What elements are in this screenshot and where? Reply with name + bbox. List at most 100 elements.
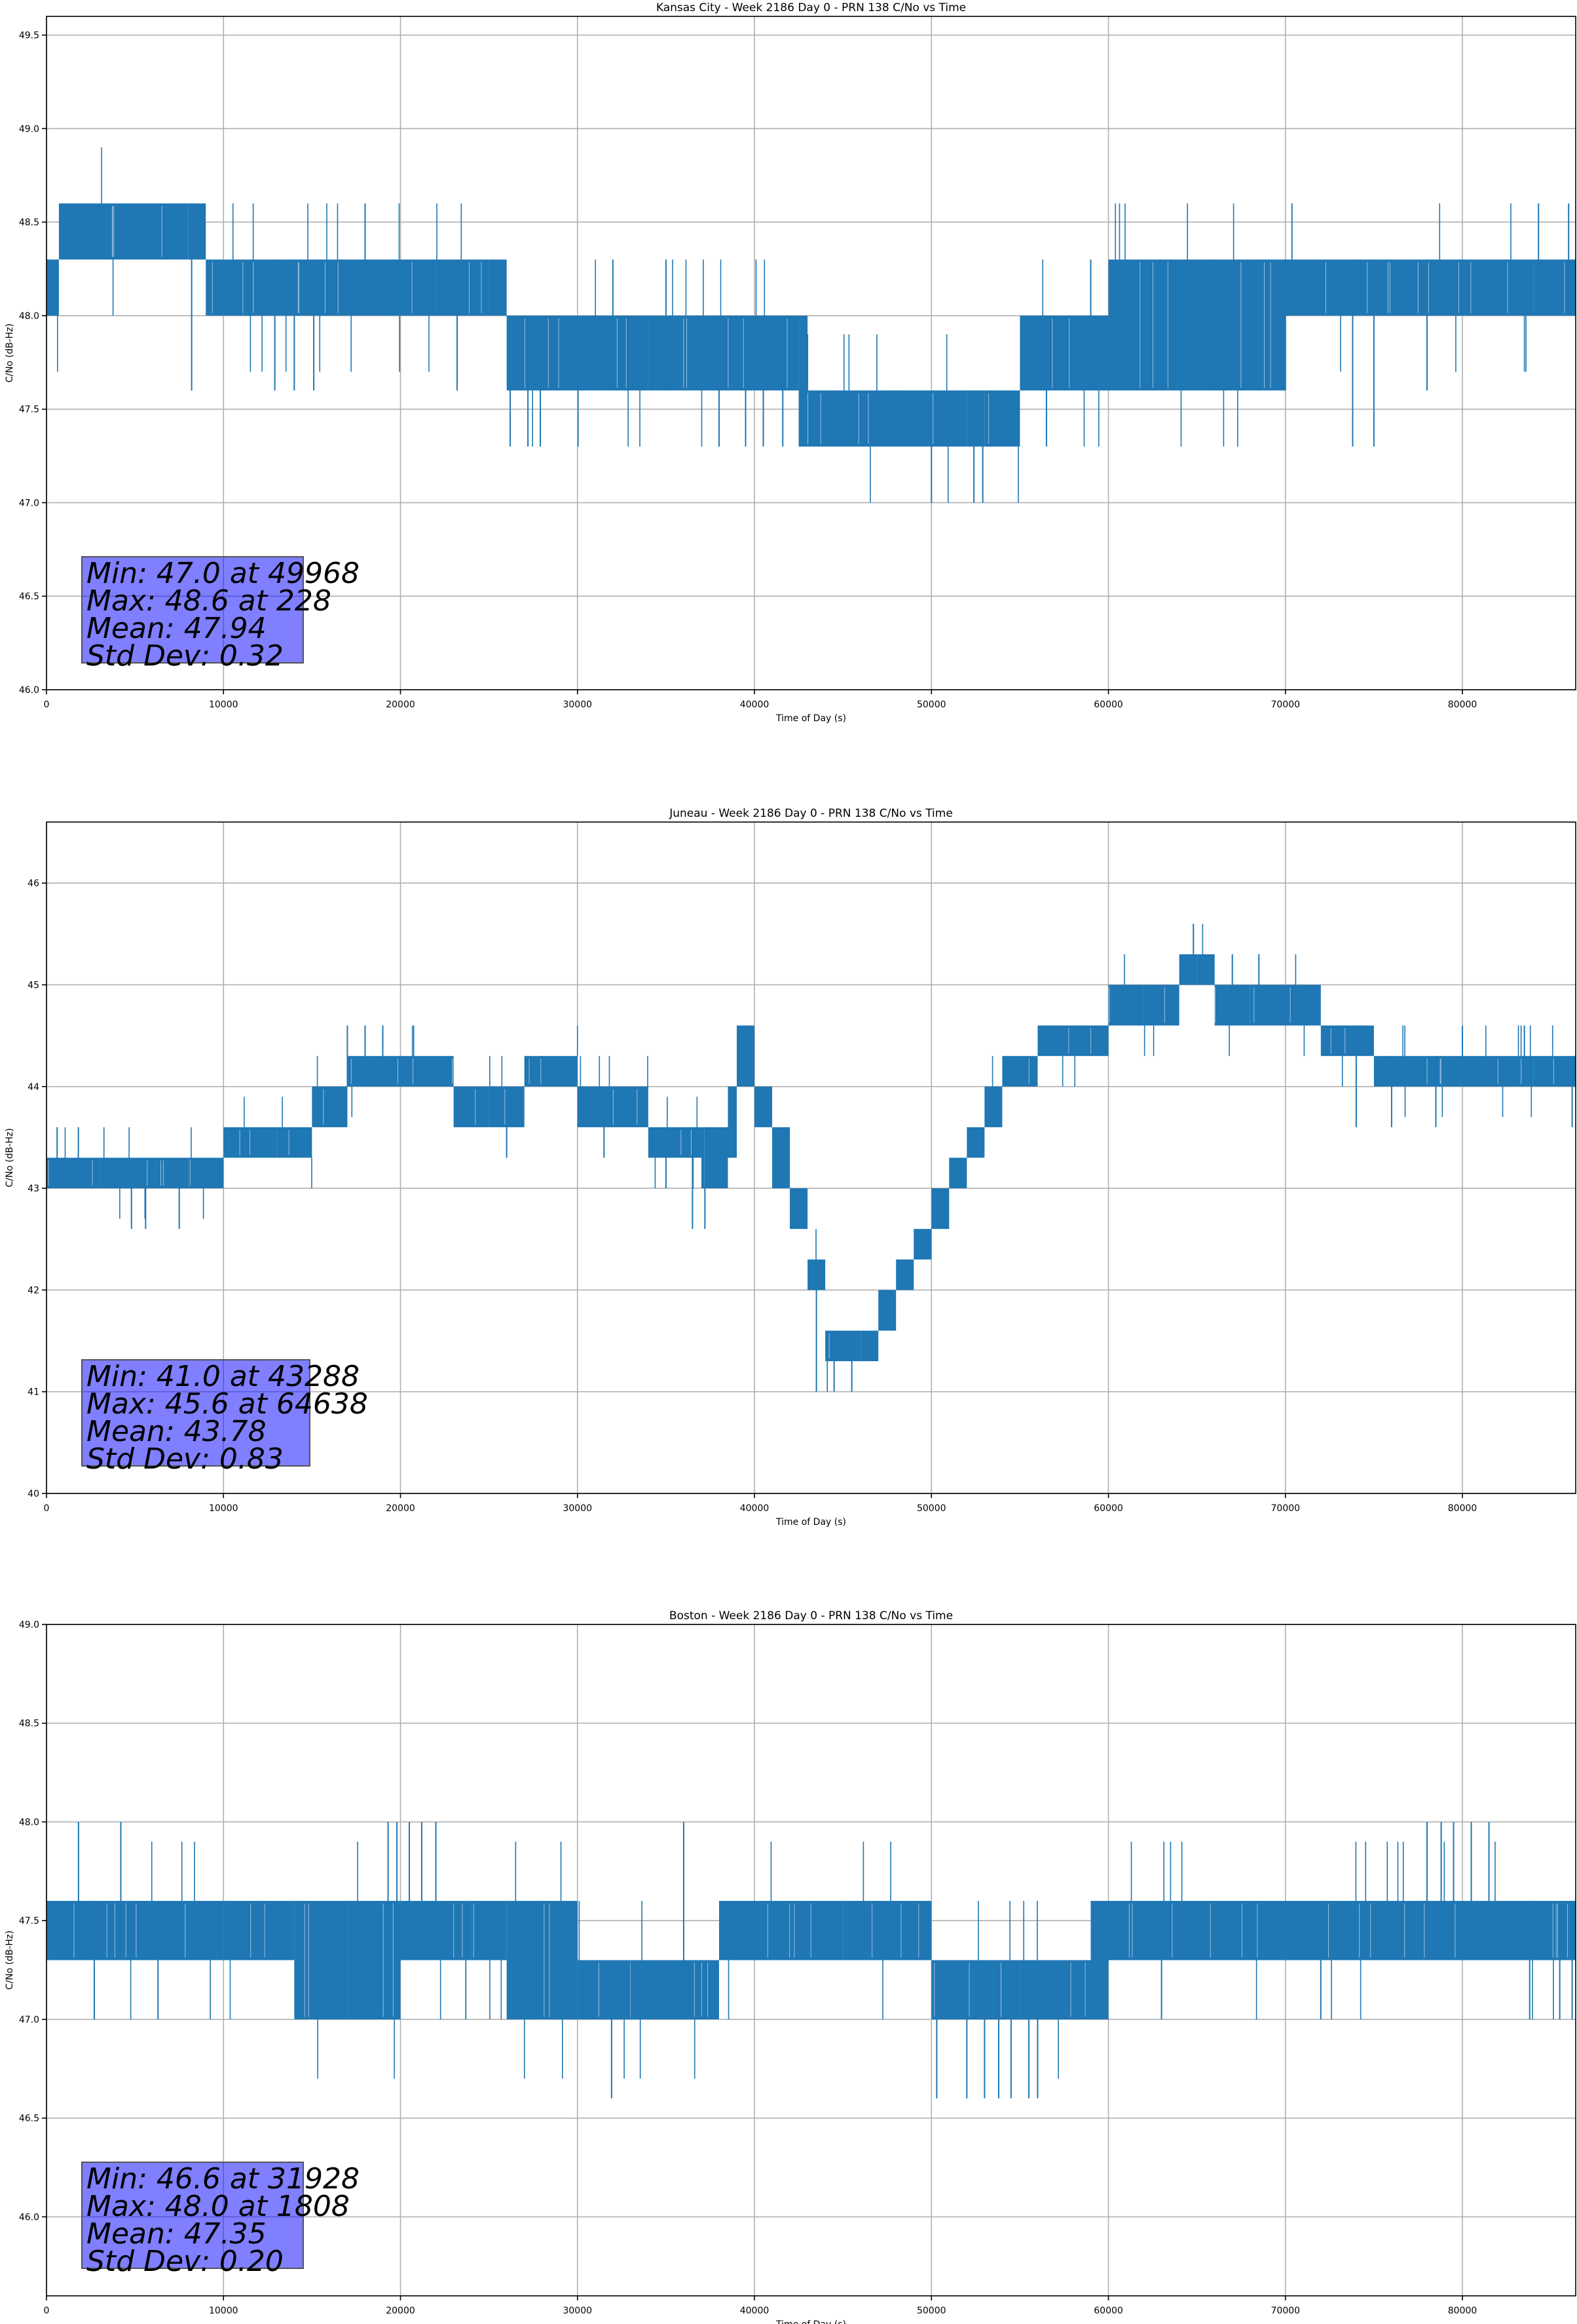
stats-box-juneau: Min: 41.0 at 43288 Max: 45.6 at 64638 Me… (81, 1359, 368, 1474)
y-tick-label: 46 (28, 878, 39, 889)
data-band (736, 1025, 755, 1087)
data-band (188, 1157, 224, 1189)
y-tick-label: 47.0 (19, 498, 39, 508)
series-c-no (46, 147, 1576, 503)
data-band (46, 259, 59, 316)
data-band (630, 1960, 719, 2019)
y-tick-label: 46.0 (19, 685, 39, 696)
data-band (1002, 1056, 1038, 1087)
data-band (58, 203, 65, 260)
x-tick-label: 10000 (209, 700, 238, 710)
data-band (1108, 259, 1286, 391)
stats-mean: Mean: 47.35 (86, 2217, 267, 2251)
data-band (772, 1127, 790, 1189)
data-band (798, 315, 808, 447)
data-band (400, 1056, 454, 1087)
x-tick-label: 60000 (1094, 700, 1123, 710)
stats-mean: Mean: 47.94 (86, 612, 267, 645)
data-band (1108, 1901, 1286, 1960)
x-tick-label: 20000 (386, 700, 415, 710)
data-band (1197, 954, 1215, 985)
data-band (931, 390, 967, 447)
y-tick-label: 45 (28, 980, 39, 990)
x-tick-label: 10000 (209, 2306, 238, 2316)
x-tick-label: 30000 (563, 1503, 592, 1514)
data-band (861, 1330, 879, 1362)
data-band (1285, 984, 1321, 1026)
y-tick-label: 48.0 (19, 1817, 39, 1827)
y-tick-label: 40 (28, 1489, 39, 1499)
x-tick-label: 60000 (1094, 1503, 1123, 1514)
y-tick-label: 47.0 (19, 2015, 39, 2025)
data-band (1037, 1025, 1073, 1057)
series-c-no (46, 1822, 1576, 2099)
data-band (807, 390, 932, 447)
x-tick-label: 20000 (386, 2306, 415, 2316)
data-band (453, 1086, 489, 1127)
data-band (1462, 1901, 1576, 1960)
y-tick-label: 49.0 (19, 1620, 39, 1630)
data-band (931, 1188, 950, 1229)
data-band (46, 1157, 100, 1189)
data-band (206, 259, 295, 316)
x-tick-label: 20000 (386, 1503, 415, 1514)
x-tick-label: 70000 (1271, 1503, 1301, 1514)
y-tick-label: 48.0 (19, 311, 39, 322)
data-band (1373, 1056, 1463, 1087)
data-band (347, 1901, 401, 2019)
data-band (1250, 984, 1286, 1026)
data-band (1533, 1056, 1576, 1087)
data-band (1108, 984, 1144, 1026)
data-band (754, 315, 799, 391)
x-axis-label: Time of Day (s) (775, 2319, 846, 2324)
data-band (790, 1188, 808, 1229)
data-band (1037, 315, 1109, 391)
data-band (1179, 954, 1197, 985)
series-c-no (46, 924, 1576, 1392)
x-tick-label: 80000 (1448, 700, 1477, 710)
data-band (648, 1127, 701, 1158)
data-band (506, 315, 648, 391)
stats-max: Max: 48.6 at 228 (86, 584, 331, 618)
x-tick-label: 10000 (209, 1503, 238, 1514)
stats-min: Min: 46.6 at 31928 (86, 2162, 360, 2196)
x-tick-label: 80000 (1448, 1503, 1477, 1514)
data-band (648, 315, 755, 391)
x-tick-label: 0 (44, 700, 50, 710)
x-tick-label: 50000 (917, 700, 946, 710)
x-tick-label: 40000 (740, 2306, 770, 2316)
chart-juneau: 0 10000 20000 30000 40000 50000 60000 70000 8000… (5, 807, 1576, 1527)
y-tick-label: 42 (28, 1285, 39, 1296)
x-tick-label: 0 (44, 1503, 50, 1514)
data-band (878, 1290, 897, 1331)
chart-title: Kansas City - Week 2186 Day 0 - PRN 138 … (656, 1, 966, 14)
stats-box-boston: Min: 46.6 at 31928 Max: 48.0 at 1808 Mea… (81, 2162, 360, 2276)
data-band (506, 1901, 578, 2019)
stats-max: Max: 48.0 at 1808 (86, 2190, 350, 2223)
stats-max: Max: 45.6 at 64638 (86, 1387, 368, 1421)
axes-frame (46, 1624, 1576, 2296)
y-tick-label: 48.5 (19, 1719, 39, 1729)
stats-min: Min: 41.0 at 43288 (86, 1360, 360, 1393)
stats-mean: Mean: 43.78 (86, 1415, 267, 1448)
y-tick-label: 49.5 (19, 31, 39, 41)
data-band (276, 1127, 312, 1158)
data-band (718, 1901, 844, 1960)
data-band (312, 1086, 348, 1127)
y-axis-label: C/No (dB-Hz) (5, 324, 15, 383)
data-band (931, 1960, 1020, 2019)
x-axis-label: Time of Day (s) (775, 1517, 846, 1527)
data-band (967, 390, 985, 447)
data-band (701, 1127, 728, 1189)
y-axis-label: C/No (dB-Hz) (5, 1128, 15, 1187)
data-band (223, 1901, 295, 1960)
data-band (100, 1157, 189, 1189)
data-band (577, 1086, 648, 1127)
data-band (728, 1086, 737, 1158)
y-tick-label: 44 (28, 1082, 39, 1093)
data-band (1285, 259, 1445, 316)
x-tick-label: 40000 (740, 700, 770, 710)
y-tick-label: 46.5 (19, 2114, 39, 2124)
axes-frame (46, 16, 1576, 690)
